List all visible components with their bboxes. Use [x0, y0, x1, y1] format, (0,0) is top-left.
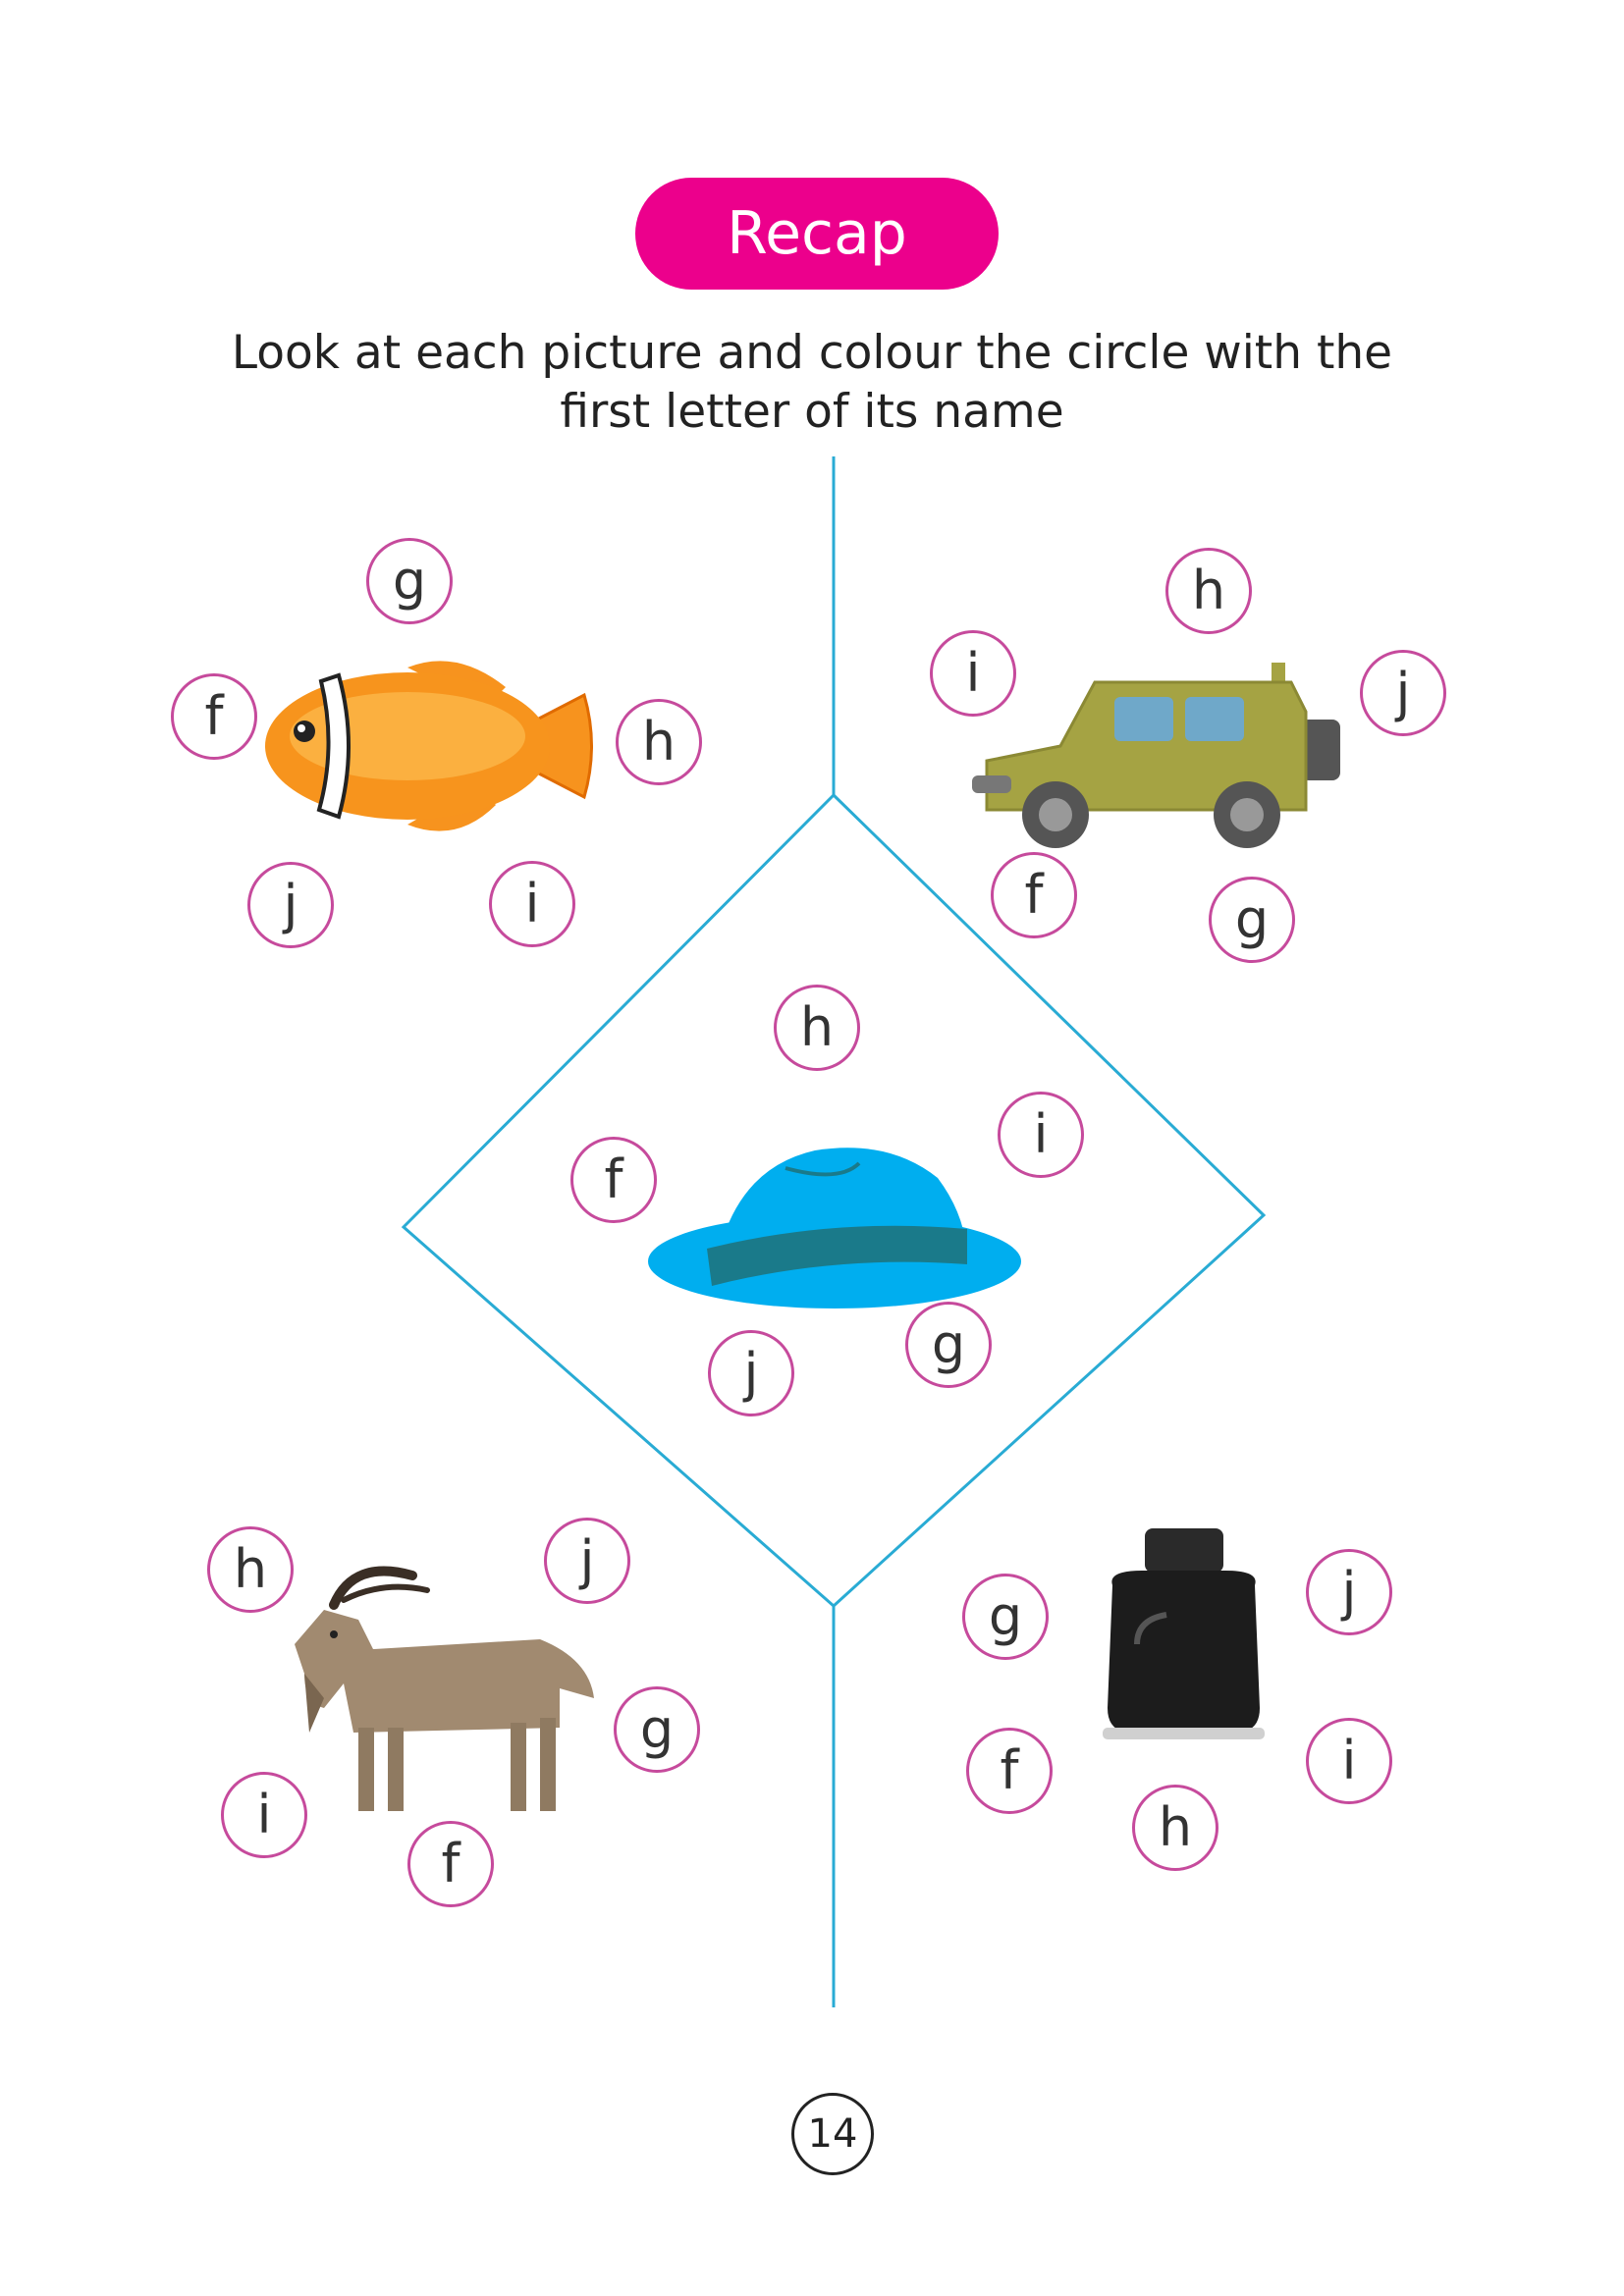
- page-number: 14: [791, 2093, 874, 2175]
- letter-circle[interactable]: j: [247, 862, 334, 948]
- letter-circle[interactable]: h: [616, 699, 702, 785]
- letter-circle[interactable]: h: [1132, 1785, 1218, 1871]
- letter-circle[interactable]: i: [221, 1772, 307, 1858]
- letter-circle[interactable]: f: [171, 673, 257, 760]
- letter-circle[interactable]: g: [962, 1574, 1049, 1660]
- letter-circle[interactable]: h: [1165, 548, 1252, 634]
- letter-circle[interactable]: f: [966, 1728, 1053, 1814]
- recap-title: Recap: [635, 178, 999, 290]
- letter-circle[interactable]: i: [1306, 1718, 1392, 1804]
- instruction-line-1: Look at each picture and colour the circ…: [231, 326, 1393, 380]
- letter-circle[interactable]: g: [905, 1302, 992, 1388]
- letter-circle[interactable]: j: [1360, 650, 1446, 736]
- letter-circle[interactable]: f: [407, 1821, 494, 1907]
- letter-circle[interactable]: i: [998, 1092, 1084, 1178]
- letter-circle[interactable]: h: [774, 985, 860, 1071]
- hat-icon: [643, 1139, 1026, 1310]
- letter-circle[interactable]: j: [544, 1518, 630, 1604]
- goat-icon: [265, 1551, 599, 1826]
- letter-circle[interactable]: h: [207, 1526, 294, 1613]
- instructions: Look at each picture and colour the circ…: [174, 324, 1450, 442]
- clownfish-icon: [260, 648, 599, 844]
- letter-circle[interactable]: j: [1306, 1549, 1392, 1635]
- instruction-line-2: first letter of its name: [560, 385, 1064, 439]
- letter-circle[interactable]: g: [614, 1686, 700, 1773]
- letter-circle[interactable]: j: [708, 1330, 794, 1416]
- letter-circle[interactable]: g: [366, 538, 453, 624]
- letter-circle[interactable]: i: [930, 630, 1016, 717]
- ink-bottle-icon: [1098, 1526, 1270, 1742]
- jeep-icon: [967, 653, 1350, 854]
- letter-circle[interactable]: g: [1209, 877, 1295, 963]
- letter-circle[interactable]: f: [991, 852, 1077, 938]
- letter-circle[interactable]: i: [489, 861, 575, 947]
- letter-circle[interactable]: f: [570, 1137, 657, 1223]
